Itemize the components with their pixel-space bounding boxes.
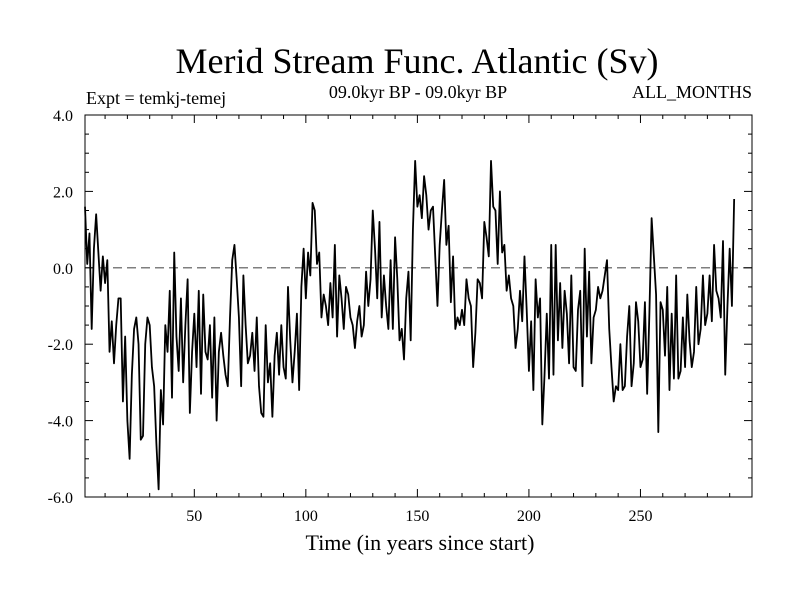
x-axis-title: Time (in years since start) <box>306 530 535 555</box>
axes: 50 100 150 200 250 -6.0 -4.0 -2.0 0.0 2.0 4.0 <box>48 108 753 525</box>
time-range-label: 09.0kyr BP - 09.0kyr BP <box>329 82 507 102</box>
x-tick-label: 50 <box>186 508 202 525</box>
y-tick-label: 0.0 <box>53 261 73 278</box>
y-tick-label: -4.0 <box>48 414 73 431</box>
x-tick-label: 150 <box>405 508 429 525</box>
x-tick-label: 100 <box>294 508 318 525</box>
y-tick-label: 2.0 <box>53 184 73 201</box>
y-tick-label: -6.0 <box>48 490 73 507</box>
series-layer <box>84 159 736 491</box>
months-label: ALL_MONTHS <box>632 82 752 102</box>
chart-title: Merid Stream Func. Atlantic (Sv) <box>176 41 659 81</box>
x-tick-label: 250 <box>628 508 652 525</box>
y-tick-label: 4.0 <box>53 108 73 125</box>
plot-frame <box>84 114 753 498</box>
experiment-label: Expt = temkj-temej <box>86 88 226 108</box>
y-tick-label: -2.0 <box>48 337 73 354</box>
x-tick-label: 200 <box>517 508 541 525</box>
series-line-0 <box>84 159 736 491</box>
